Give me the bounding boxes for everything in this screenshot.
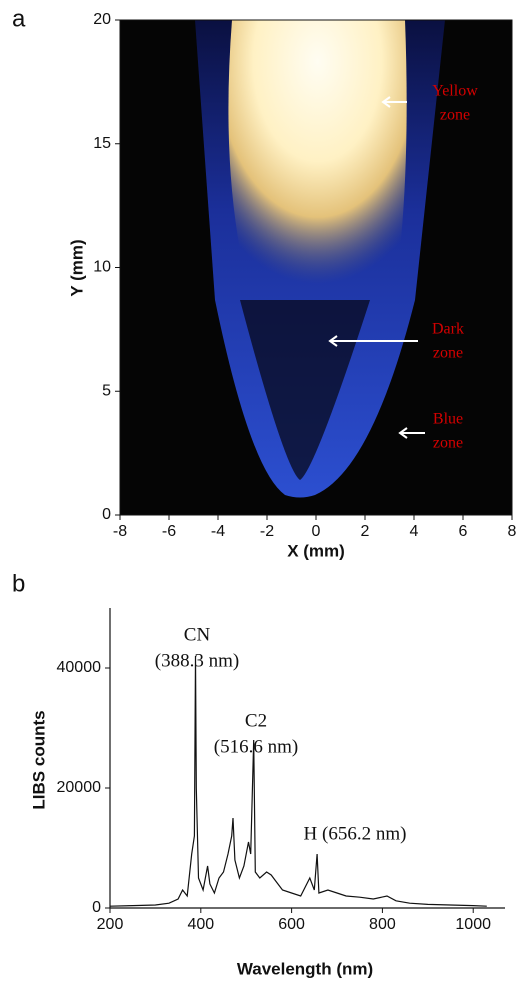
y-tick-label: 0: [102, 506, 111, 523]
annotation: Yellow: [432, 83, 478, 100]
x-axis-title: X (mm): [287, 541, 345, 560]
x-tick-label: -8: [113, 523, 127, 540]
x-tick-label: 1000: [455, 916, 491, 933]
x-tick-label: -4: [211, 523, 225, 540]
x-tick-label: 4: [410, 523, 419, 540]
y-tick-label: 5: [102, 382, 111, 399]
panel-label: b: [12, 570, 25, 597]
annotation: zone: [433, 345, 463, 362]
annotation: H (656.2 nm): [304, 823, 407, 844]
x-tick-label: -2: [260, 523, 274, 540]
annotation: zone: [440, 107, 470, 124]
x-tick-label: 800: [369, 916, 396, 933]
annotation: Blue: [433, 411, 463, 428]
x-tick-label: 200: [97, 916, 124, 933]
arrows: [328, 96, 425, 439]
y-tick-label: 10: [93, 259, 111, 276]
x-tick-label: 400: [187, 916, 214, 933]
annotation: Dark: [432, 321, 464, 338]
y-axis-title: Y (mm): [67, 239, 86, 296]
spectrum-line: [109, 655, 487, 907]
x-axis-title: Wavelength (nm): [237, 959, 373, 978]
y-tick-label: 20: [93, 11, 111, 28]
x-tick-label: 6: [459, 523, 468, 540]
y-tick-label: 15: [93, 135, 111, 152]
x-tick-label: 600: [278, 916, 305, 933]
y-tick-label: 40000: [57, 659, 102, 676]
annotation: (388.3 nm): [155, 650, 239, 671]
annotation: C2: [245, 710, 267, 731]
x-tick-label: 8: [508, 523, 517, 540]
y-tick-label: 20000: [57, 779, 102, 796]
annotation: zone: [433, 435, 463, 452]
annotation: CN: [184, 624, 211, 645]
flame-image: [120, 20, 512, 515]
x-tick-label: 2: [361, 523, 370, 540]
panel-label: a: [12, 5, 26, 32]
x-tick-label: -6: [162, 523, 176, 540]
annotation: (516.6 nm): [214, 736, 298, 757]
y-axis-title: LIBS counts: [29, 710, 48, 809]
x-tick-label: 0: [312, 523, 321, 540]
y-tick-label: 0: [92, 899, 101, 916]
